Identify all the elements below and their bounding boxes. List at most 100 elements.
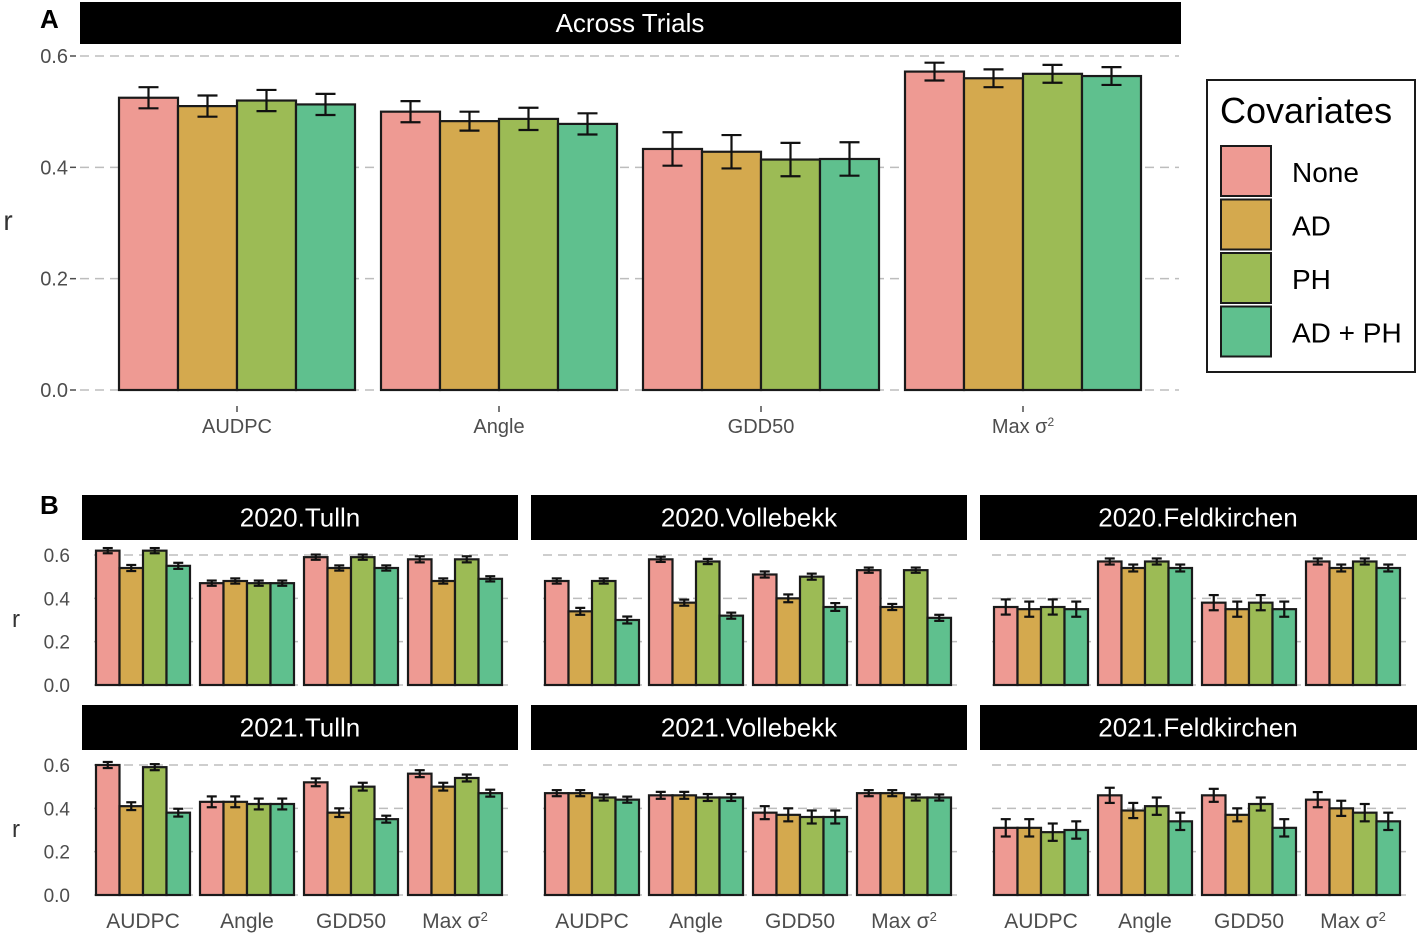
bar [245,582,272,687]
bar [477,792,504,897]
y-tick-label: 0.0 [44,886,70,907]
bar [165,811,192,897]
strip-header [80,2,1181,44]
bar [349,785,376,897]
bar [775,597,802,687]
bar [1247,802,1274,897]
strip-title: 2021.Feldkirchen [1098,713,1297,743]
bar [269,802,296,897]
bar [992,826,1019,897]
bar [1328,566,1355,687]
strip-title: 2020.Tulln [240,503,360,533]
x-tick-label-superscript: 2 [1048,415,1055,429]
bar [700,150,763,392]
bar [294,103,357,392]
bar [822,605,849,687]
bar [671,601,698,687]
legend-key [1220,252,1272,304]
strip-header [980,495,1417,540]
strip-title: 2021.Tulln [240,713,360,743]
bar [373,566,400,687]
bar [798,815,825,897]
bar [94,763,121,897]
legend-title: Covariates [1220,90,1392,131]
legend-key [1220,145,1272,197]
bar [497,117,560,392]
bar [326,811,353,897]
y-axis-label: r [12,816,20,843]
y-tick-label: 0.0 [40,380,68,402]
bar [406,558,433,687]
bar [614,798,641,897]
chart-panel-3: 2020.Feldkirchen [980,495,1417,687]
bar [556,122,619,392]
x-tick-label: Angle [473,416,524,438]
chart-panel-5: 2021.Vollebekk AUDPC Angle GDD50 Max σ2 [531,705,967,933]
bar [855,792,882,897]
y-tick-label: 0.0 [44,676,70,697]
bar [879,792,906,897]
bar [1375,566,1402,687]
bar [1063,608,1090,687]
bar [926,796,953,897]
legend: Covariates None AD PH AD + PH [1206,79,1416,373]
bar [647,558,674,687]
strip-header [82,705,518,750]
bar [94,549,121,687]
bar [926,616,953,687]
bar [718,614,745,687]
bar [141,766,168,897]
charts-area: Across Trials 0.0 0.2 0.4 0.6 r AUDPC Angle GDD5… [3,2,1417,933]
bar [406,772,433,897]
bar [567,610,594,687]
bar [543,792,570,897]
x-tick-label: Max σ2 [422,909,488,933]
bar [1271,826,1298,897]
bar [1351,811,1378,897]
bar [117,96,180,392]
bar [855,569,882,687]
bar [118,805,145,897]
bar [176,104,239,392]
bar [1224,608,1251,687]
x-tick-label: GDD50 [1214,910,1284,933]
bar [477,577,504,687]
bar [1304,798,1331,897]
bar [1143,805,1170,897]
x-tick-label: GDD50 [316,910,386,933]
x-tick-label: GDD50 [765,910,835,933]
bar [1351,560,1378,687]
y-tick-label: 0.4 [44,589,71,610]
y-axis-label: r [12,606,20,633]
y-tick-label: 0.2 [40,269,68,291]
bar [992,605,1019,687]
panel-label-a: A [40,4,59,34]
bar [1328,807,1355,897]
bar [453,776,480,897]
legend-label: None [1292,157,1359,188]
bar [543,579,570,687]
bar [751,811,778,897]
bar [1247,601,1274,687]
legend-label: AD + PH [1292,318,1402,349]
bar [647,794,674,897]
legend-label: PH [1292,264,1331,295]
legend-key [1220,198,1272,251]
bar [903,70,966,392]
chart-panel-6: 2021.Feldkirchen AUDPC Angle GDD50 Max σ2 [980,705,1417,933]
x-tick-label-superscript: 2 [481,909,488,924]
bar [198,582,225,687]
bar [902,569,929,687]
strip-title: 2020.Vollebekk [661,503,838,533]
bar [1080,74,1143,392]
y-axis-label: r [3,205,12,236]
bar [245,802,272,897]
bar [879,605,906,687]
bar [235,99,298,392]
bar [1120,566,1147,687]
y-tick-label: 0.4 [44,799,71,820]
bar [1224,813,1251,897]
x-tick-label: AUDPC [106,910,180,933]
bar [1039,605,1066,687]
bar [822,815,849,897]
